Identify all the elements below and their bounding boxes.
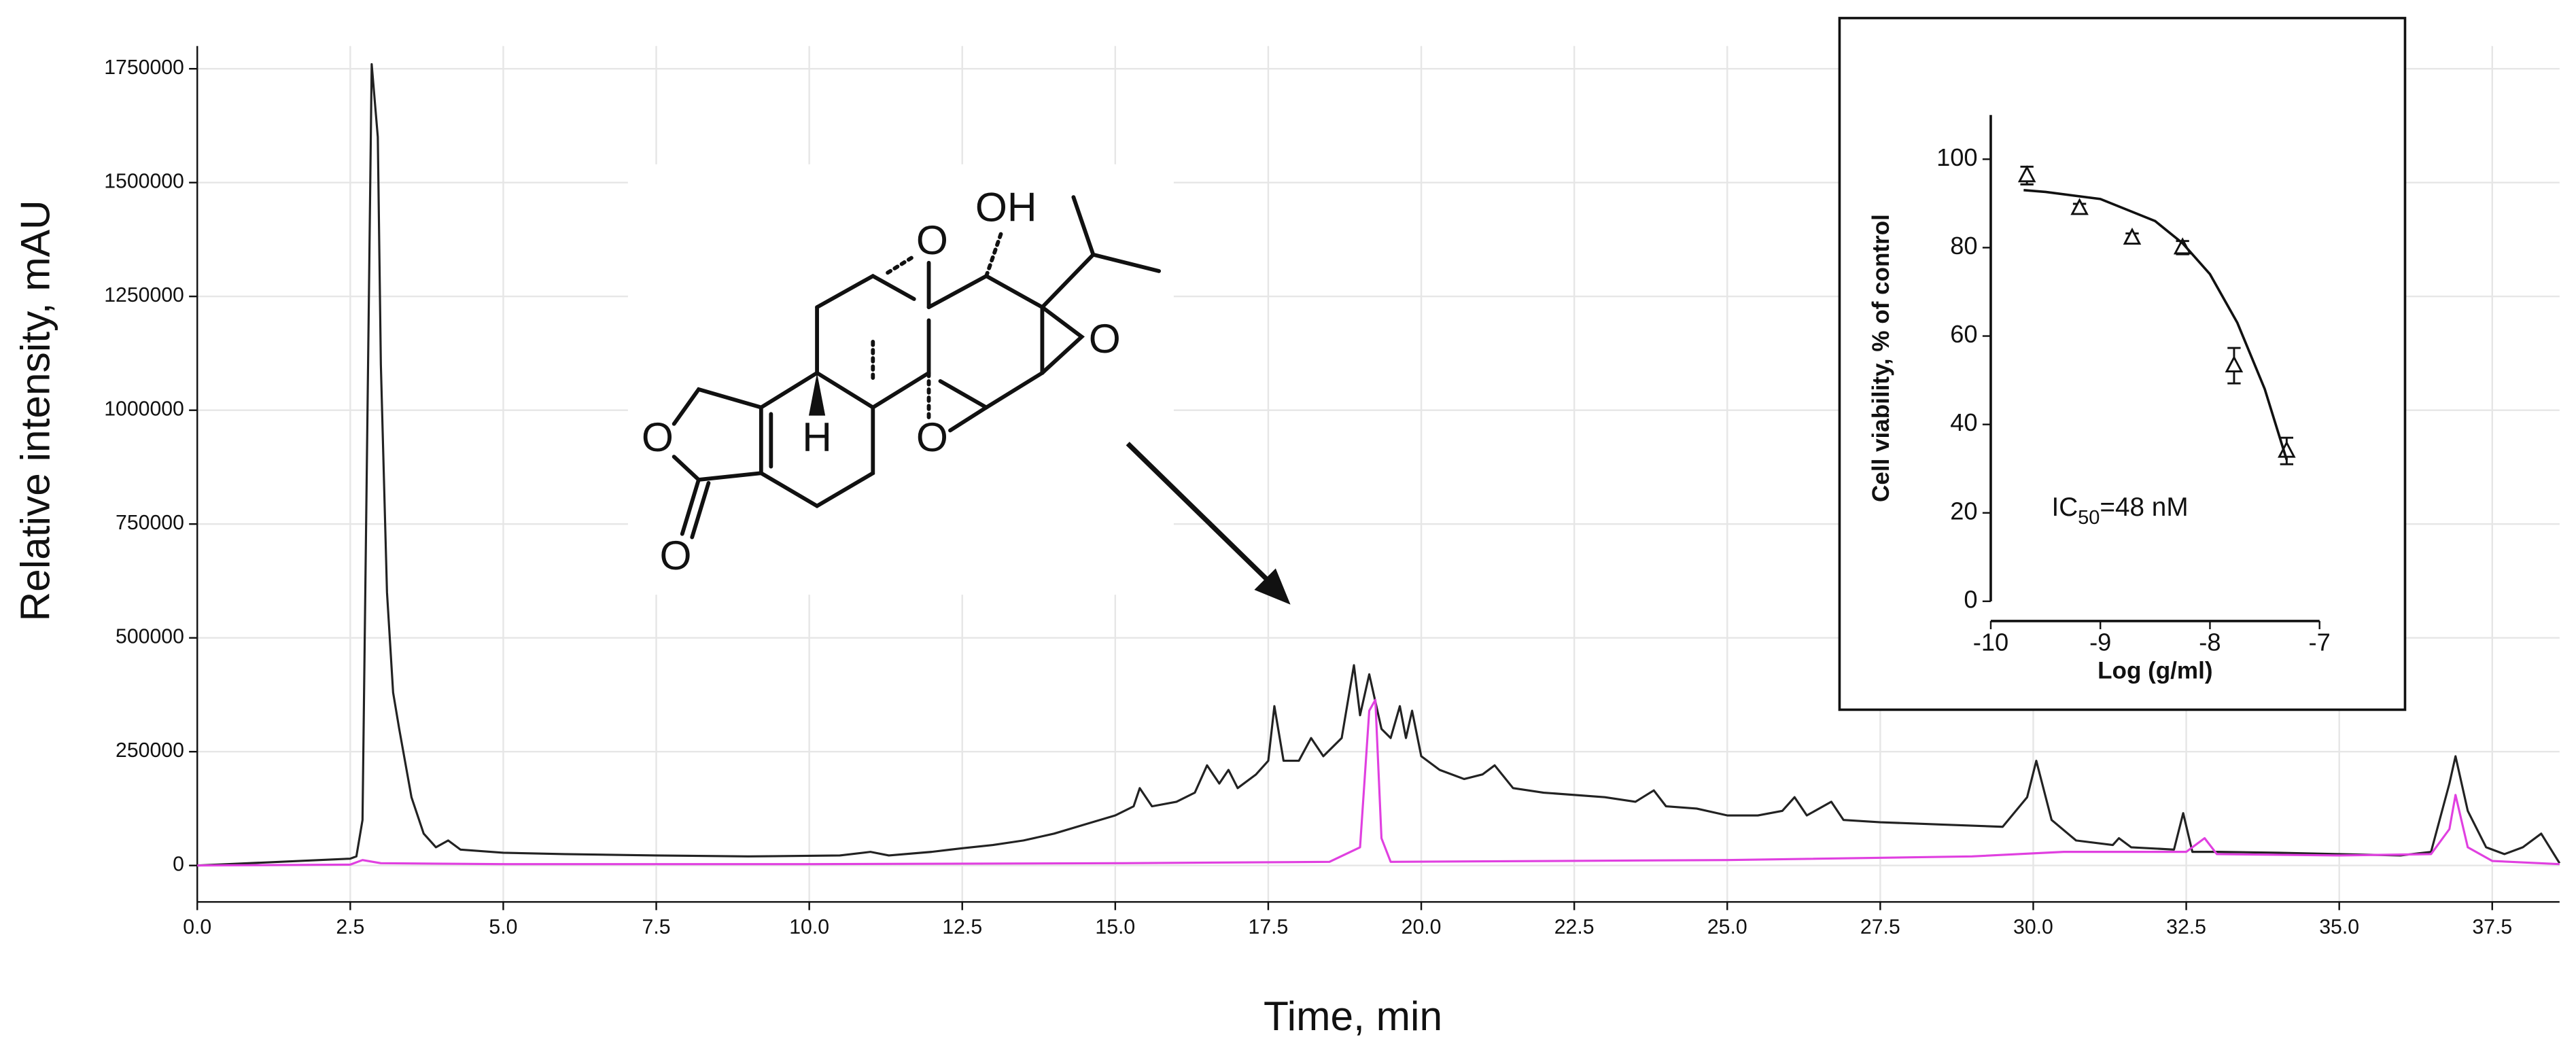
inset-frame [1838,16,2407,711]
y-tick-label: 60 [1950,320,1977,348]
x-tick-label: 10.0 [789,916,829,938]
bond [759,370,875,509]
atom-label: O [660,532,692,578]
atom-label: O [642,414,674,460]
y-tick-label: 1750000 [104,56,184,79]
x-tick-label: 27.5 [1860,916,1900,938]
data-point [2225,355,2244,373]
bond [672,387,763,426]
y-tick-label: 80 [1950,232,1977,260]
bond [886,254,916,275]
x-tick-label: 5.0 [489,916,517,938]
atom-label: H [802,414,832,460]
x-tick-label: 0.0 [183,916,211,938]
x-tick-label: 7.5 [642,916,671,938]
annotation-part: =48 nM [2100,493,2188,522]
bond [1040,305,1085,375]
y-axis-title: Cell viability, % of control [1868,214,1894,502]
y-tick-label: 1250000 [104,284,184,306]
y-tick-label: 500000 [116,626,184,648]
x-tick-label: 2.5 [336,916,364,938]
x-tick-label: 12.5 [942,916,982,938]
atom-label: O [916,414,948,460]
x-tick-label: 25.0 [1707,916,1747,938]
bond [926,273,1045,410]
x-tick-label: 15.0 [1095,916,1135,938]
bond [1040,252,1096,310]
annotation-subscript: 50 [2078,507,2100,529]
bond [680,478,701,536]
y-tick-label: 0 [173,853,184,876]
y-tick-label: 40 [1950,408,1977,436]
trace-line [197,699,2560,867]
x-axis-title: Time, min [1264,993,1442,1039]
structure-background [627,164,1174,595]
data-point [2123,227,2142,245]
arrow-head [1254,568,1291,605]
annotation-part: IC [2051,493,2078,522]
arrow [1126,442,1270,582]
ic50-annotation: IC50=48 nM [2051,493,2188,529]
x-tick-label: -10 [1973,628,2008,656]
x-tick-label: 30.0 [2013,916,2053,938]
y-tick-label: 100 [1936,143,1978,171]
y-tick-label: 750000 [116,512,184,534]
y-tick-label: 1500000 [104,171,184,193]
y-tick-label: 0 [1964,585,1977,613]
wedge-bond [808,372,826,416]
bond [815,273,916,310]
bond [984,231,1003,279]
inset-chart: IC50=48 nM -10 -9 -8 -7 0 20 40 60 80 100 Log (g/m… [1838,16,2407,711]
y-tick-label: 250000 [116,739,184,762]
x-tick-label: 20.0 [1402,916,1442,938]
atom-label: O [1089,315,1121,362]
bond [690,480,711,540]
x-axis-title: Log (g/ml) [2098,658,2212,684]
atom-label: O [916,217,948,263]
fit-curve [2023,189,2288,461]
chemical-structure: OH O O H O O O [627,164,1291,605]
x-tick-label: 22.5 [1554,916,1595,938]
atom-label: OH [975,183,1037,230]
y-tick-label: 1000000 [104,398,184,421]
x-tick-label: 17.5 [1249,916,1289,938]
bond [948,405,989,433]
y-axis-title: Relative intensity, mAU [12,200,58,621]
x-tick-label: -7 [2309,628,2331,656]
x-tick-label: 35.0 [2319,916,2359,938]
x-tick-label: -9 [2089,628,2111,656]
data-point [2070,198,2089,215]
y-tick-label: 20 [1950,497,1977,525]
data-point [2017,165,2036,183]
x-tick-label: 37.5 [2472,916,2512,938]
x-tick-label: 32.5 [2166,916,2206,938]
x-tick-label: -8 [2199,628,2221,656]
